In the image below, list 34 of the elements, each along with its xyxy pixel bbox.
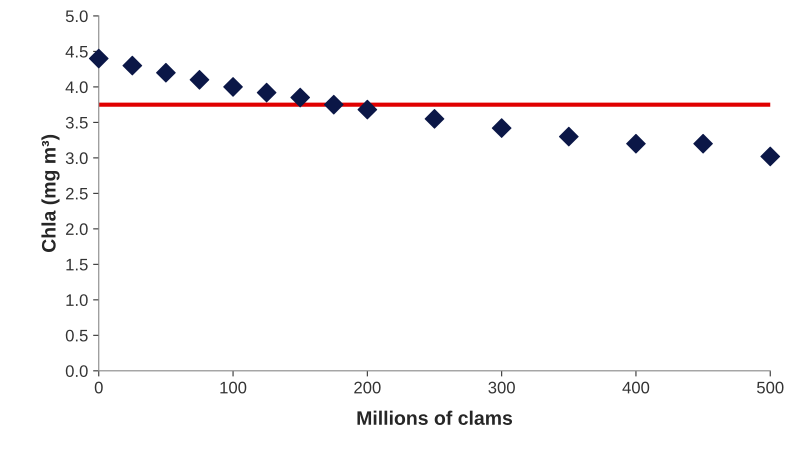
- y-tick-label: 5.0: [66, 10, 88, 22]
- point: [424, 109, 444, 129]
- point: [324, 94, 344, 114]
- point: [190, 70, 210, 90]
- x-tick-label: 0: [94, 382, 103, 394]
- x-tick-label: 200: [354, 382, 381, 394]
- y-tick-label: 3.0: [66, 152, 88, 164]
- y-tick-label: 2.5: [66, 188, 88, 200]
- point: [256, 82, 276, 102]
- y-tick-label: 3.5: [66, 116, 88, 129]
- y-tick-label: 4.0: [66, 81, 88, 94]
- y-tick-label: 1.0: [66, 294, 88, 306]
- point: [558, 126, 579, 146]
- x-tick-label: 400: [622, 382, 650, 394]
- y-tick-label: 0.5: [66, 330, 88, 342]
- point: [156, 62, 176, 83]
- point: [88, 48, 109, 68]
- x-tick-label: 500: [757, 382, 784, 394]
- point: [223, 77, 243, 97]
- point: [492, 118, 512, 138]
- point: [760, 146, 780, 166]
- point: [358, 100, 378, 120]
- y-tick-label: 2.0: [66, 223, 88, 236]
- point: [122, 56, 142, 76]
- y-tick-label: 1.5: [66, 258, 88, 271]
- point: [693, 134, 713, 154]
- x-tick-label: 300: [488, 382, 515, 394]
- y-tick-label: 0.0: [66, 365, 88, 378]
- x-tick-label: 100: [220, 382, 246, 394]
- point: [626, 134, 646, 154]
- y-axis-title: Chla (mg m³): [41, 134, 60, 252]
- y-tick-label: 4.5: [66, 46, 88, 58]
- point: [290, 88, 310, 108]
- x-axis-title: Millions of clams: [357, 410, 512, 425]
